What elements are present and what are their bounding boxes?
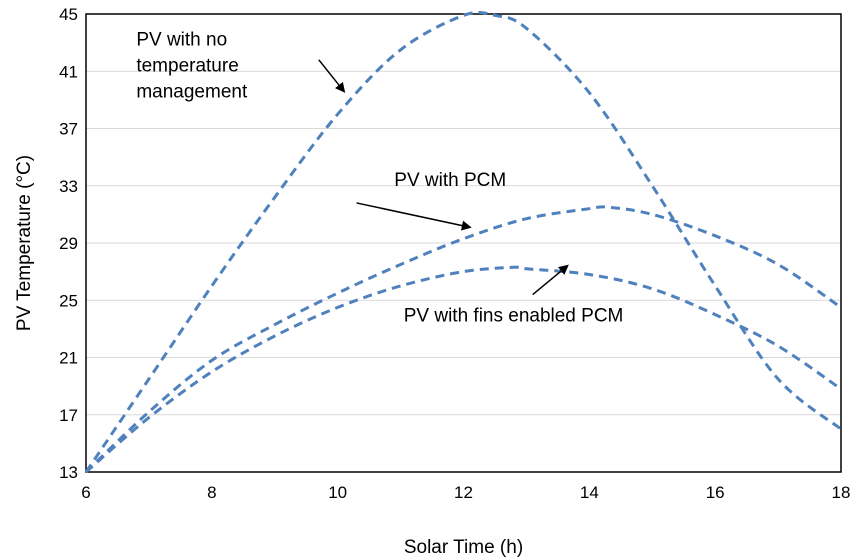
series-line-3 [85,265,842,474]
annotation-arrow-1 [318,59,346,93]
y-tick-label-8: 45 [59,5,78,24]
x-tick-label-3: 12 [454,483,473,502]
y-tick-label-7: 41 [59,62,78,81]
annotation-arrow-2 [356,202,472,231]
x-tick-label-0: 6 [81,483,90,502]
annotation-text-1: PV with no temperature management [136,29,248,102]
x-tick-label-1: 8 [207,483,216,502]
annotation-text-2: PV with PCM [394,170,506,191]
y-tick-label-2: 21 [59,349,78,368]
annotations: PV with no temperature management PV with P… [136,29,623,326]
series-line-2 [84,205,842,474]
y-axis-title: PV Temperature (°C) [14,155,35,331]
series-line-1 [84,10,842,473]
annotation-text-3: PV with fins enabled PCM [404,306,624,327]
x-tick-label-2: 10 [328,483,347,502]
x-tick-label-6: 18 [832,483,851,502]
y-tick-label-3: 25 [59,291,78,310]
x-tick-label-5: 16 [706,483,725,502]
tick-labels: 13 17 21 25 29 33 37 41 45 6 8 10 12 14 16 18 [59,5,850,502]
y-tick-label-6: 37 [59,120,78,139]
series-group [84,10,842,474]
y-tick-label-1: 17 [59,406,78,425]
y-tick-label-0: 13 [59,463,78,482]
gridlines [86,70,841,416]
x-tick-label-4: 14 [580,483,599,502]
y-tick-label-4: 29 [59,234,78,253]
x-axis-title: Solar Time (h) [404,537,523,558]
annotation-arrow-3 [532,264,569,296]
y-tick-label-5: 33 [59,177,78,196]
